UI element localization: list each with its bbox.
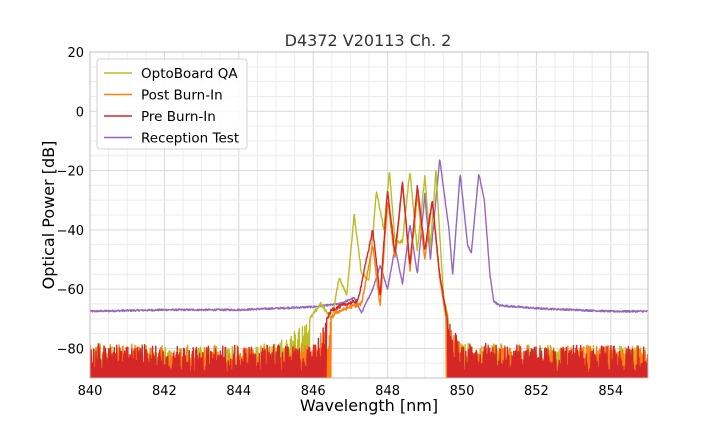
y-tick-label: −80 [57, 342, 84, 357]
x-tick-label: 844 [226, 384, 251, 399]
x-tick-label: 840 [78, 384, 103, 399]
legend-entry-label: Reception Test [141, 131, 239, 147]
chart-title: D4372 V20113 Ch. 2 [285, 31, 452, 50]
y-tick-label: −20 [57, 165, 84, 180]
x-tick-label: 846 [301, 384, 326, 399]
series-layer [90, 159, 648, 378]
x-tick-label: 842 [152, 384, 177, 399]
legend-box [96, 58, 248, 150]
x-tick-label: 850 [450, 384, 475, 399]
y-axis-ticks: 20 0 −20 −40 −60 −80 [57, 46, 84, 357]
x-axis-ticks: 840 842 844 846 848 850 852 854 [78, 384, 624, 399]
x-tick-label: 848 [375, 384, 400, 399]
legend-entry-label: Pre Burn-In [141, 109, 216, 125]
y-axis-label: Optical Power [dB] [39, 141, 58, 290]
x-tick-label: 852 [524, 384, 549, 399]
series-line [90, 181, 648, 378]
y-tick-label: −60 [57, 283, 84, 298]
y-tick-label: −40 [57, 224, 84, 239]
series-line [90, 159, 648, 314]
legend-entry-label: Post Burn-In [141, 88, 223, 104]
plot-frame [89, 51, 649, 379]
x-tick-label: 854 [598, 384, 623, 399]
y-tick-label: 0 [76, 105, 84, 120]
x-axis-label: Wavelength [nm] [300, 396, 438, 415]
legend: OptoBoard QA Post Burn-In Pre Burn-In Recep… [96, 58, 248, 150]
legend-entry-label: OptoBoard QA [141, 66, 238, 82]
y-tick-label: 20 [67, 46, 84, 61]
